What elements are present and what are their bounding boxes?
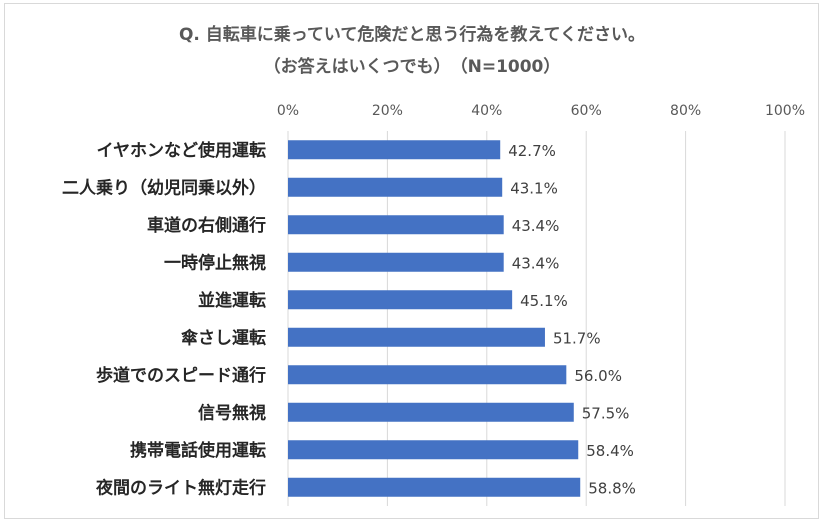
data-label: 51.7% [553, 329, 601, 347]
bar [288, 365, 567, 385]
category-label: 夜間のライト無灯走行 [95, 477, 266, 498]
category-label: 並進運転 [198, 290, 266, 311]
category-label: イヤホンなど使用運転 [97, 140, 267, 161]
category-label: 傘さし運転 [181, 327, 266, 348]
data-label: 45.1% [520, 292, 568, 310]
data-label: 43.4% [512, 217, 560, 235]
x-tick-label: 40% [471, 103, 502, 119]
category-label: 二人乗り（幼児同乗以外） [62, 177, 266, 198]
bar [288, 215, 504, 235]
data-label: 56.0% [574, 367, 622, 385]
bar [288, 177, 503, 197]
bar [288, 140, 501, 160]
bar [288, 477, 581, 497]
data-label: 57.5% [582, 404, 630, 422]
data-label: 43.4% [512, 254, 560, 272]
category-label: 歩道でのスピード通行 [96, 365, 266, 386]
category-label: 車道の右側通行 [147, 215, 266, 236]
data-label: 58.4% [586, 442, 634, 460]
bar [288, 290, 513, 310]
x-tick-label: 80% [670, 103, 701, 119]
bar [288, 252, 504, 272]
category-label: 携帯電話使用運転 [130, 440, 266, 461]
data-label: 43.1% [510, 179, 558, 197]
x-tick-label: 20% [372, 103, 403, 119]
bar [288, 402, 574, 422]
chart-subtitle: （お答えはいくつでも） （N=1000） [263, 57, 561, 77]
x-tick-label: 100% [765, 103, 805, 119]
bar [288, 327, 545, 347]
data-label: 58.8% [588, 479, 636, 497]
chart-title: Q. 自転車に乗っていて危険だと思う行為を教えてください。 [178, 25, 646, 45]
bar [288, 440, 579, 460]
data-label: 42.7% [508, 142, 556, 160]
category-label: 信号無視 [198, 402, 266, 423]
x-tick-label: 60% [571, 103, 602, 119]
x-tick-label: 0% [277, 103, 299, 119]
category-label: 一時停止無視 [164, 252, 266, 273]
